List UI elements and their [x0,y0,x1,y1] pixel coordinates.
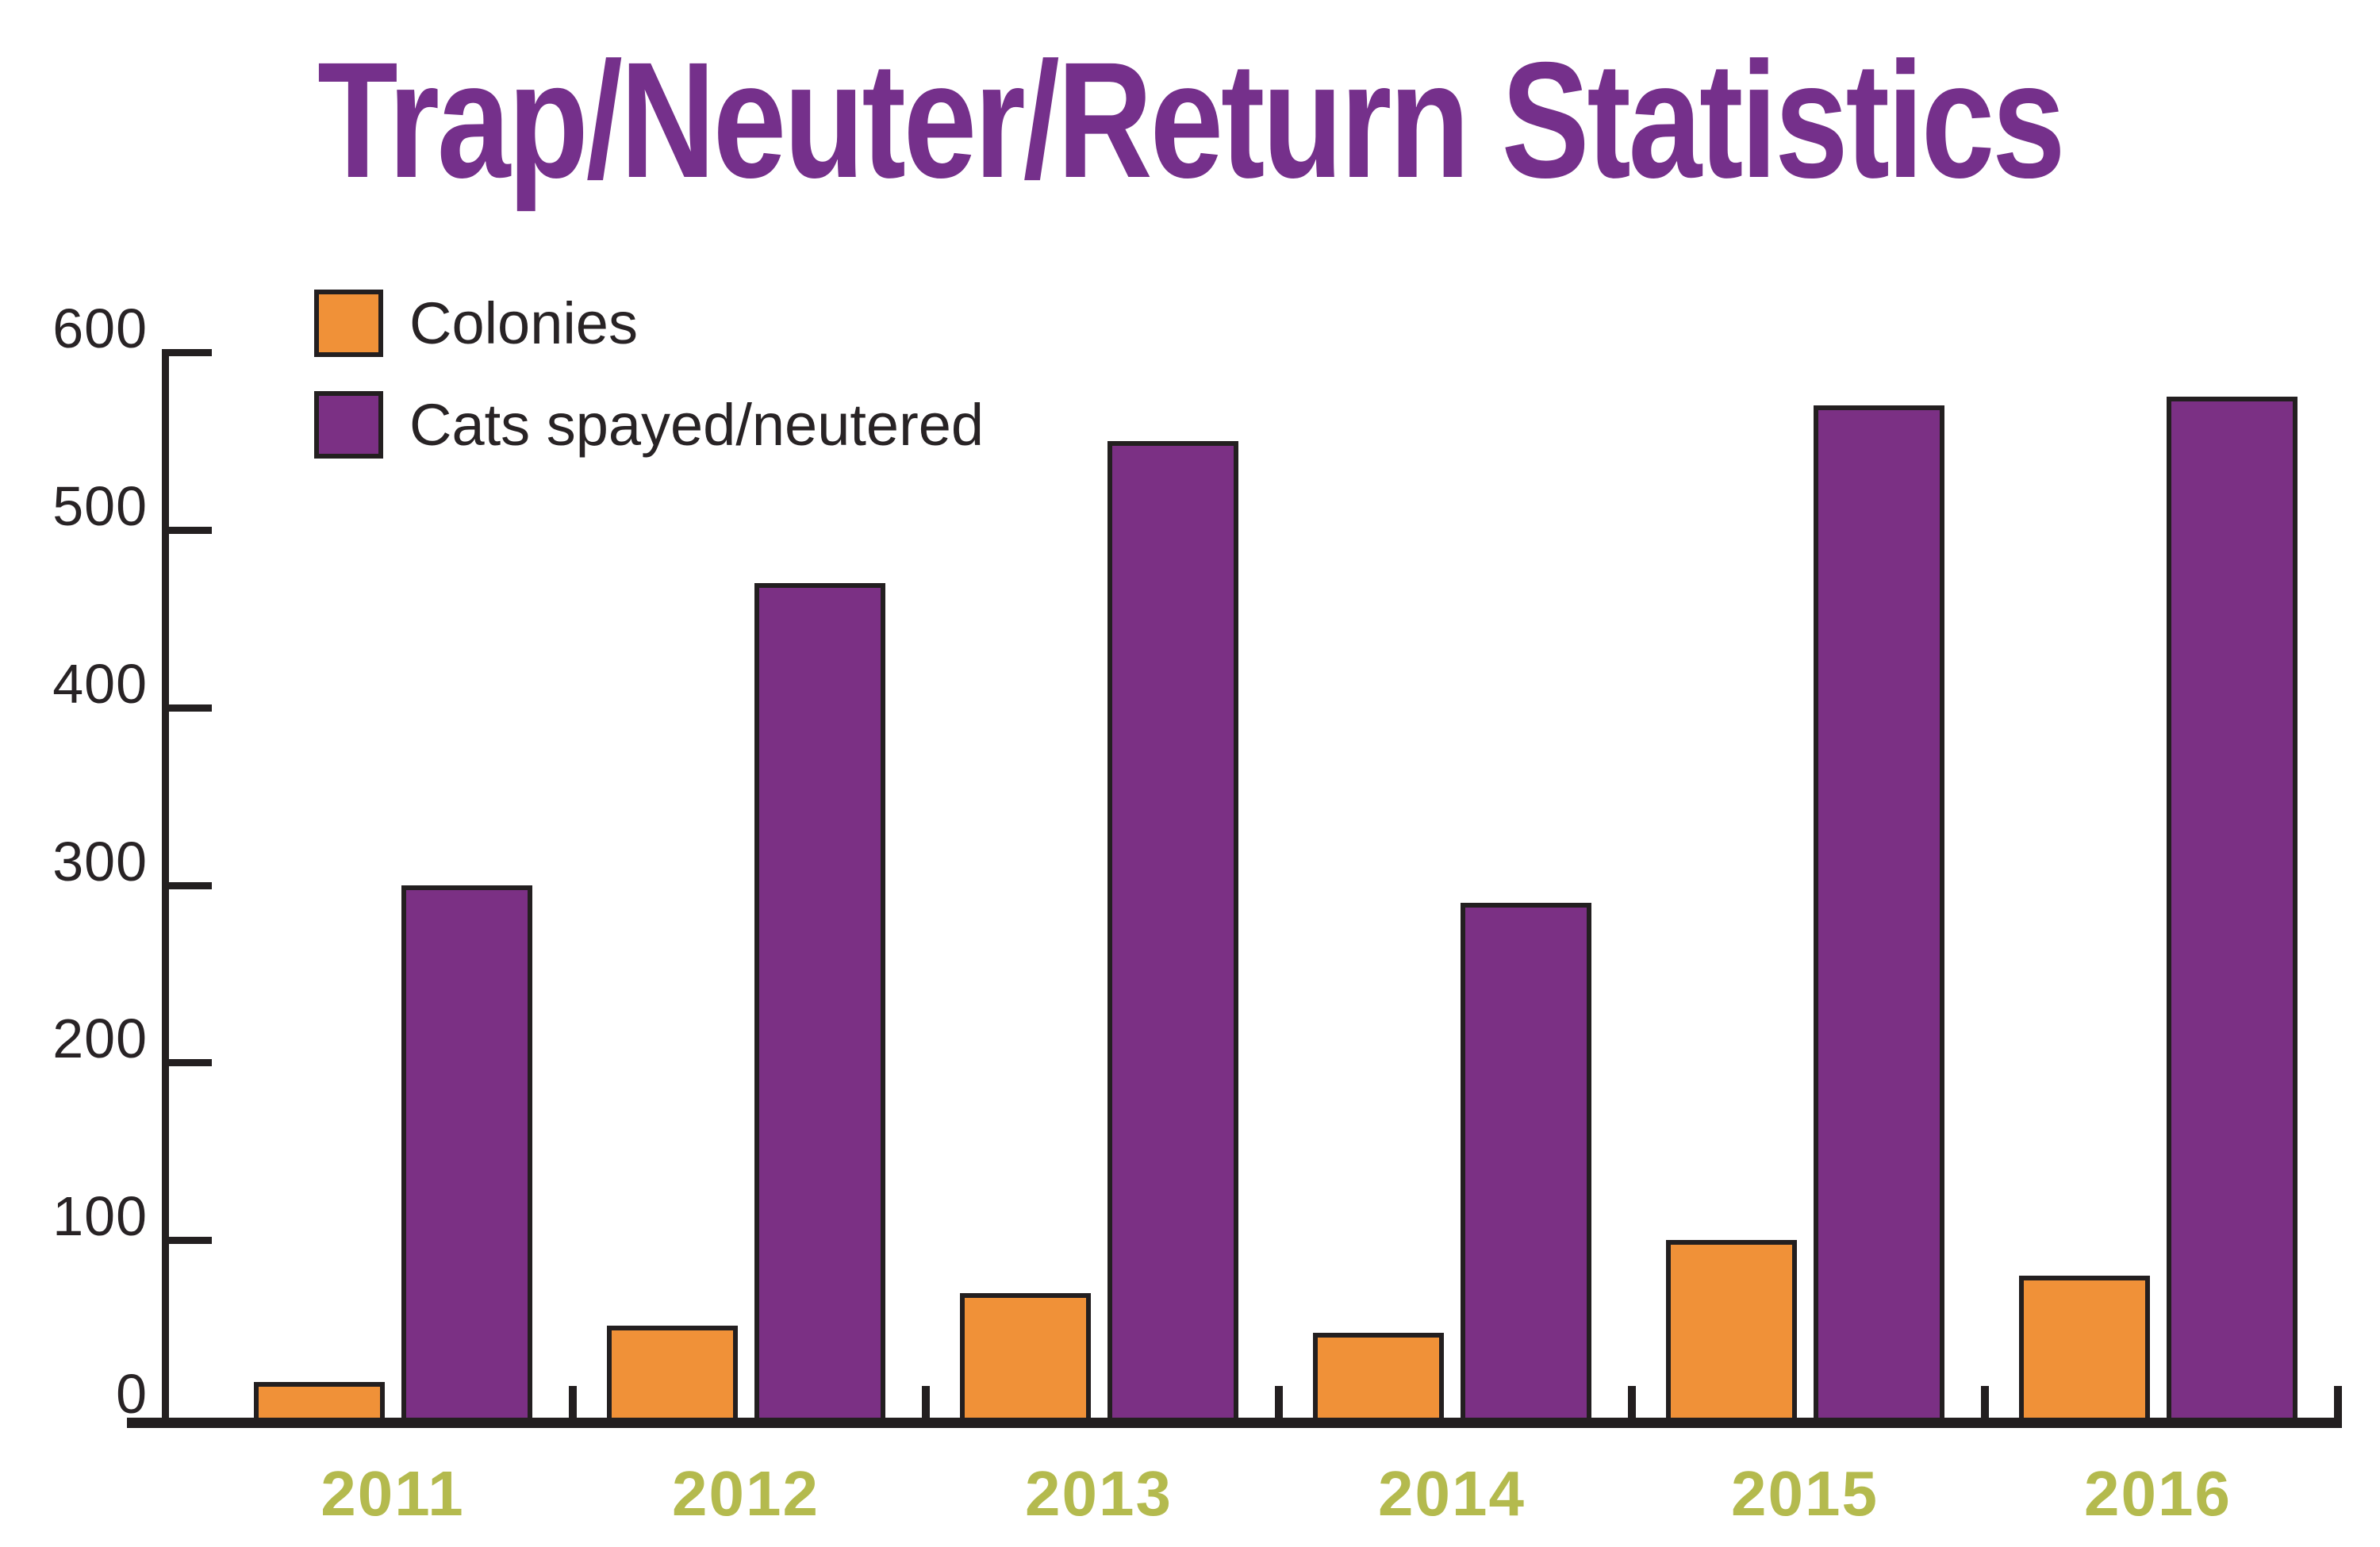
cats-legend-label: Cats spayed/neutered [409,392,985,458]
y-tick-100 [169,1237,212,1244]
y-tick-label-400: 400 [52,653,148,715]
x-tick-3 [1275,1386,1283,1418]
category-label-2013: 2013 [1025,1458,1173,1529]
category-label-2015: 2015 [1731,1458,1879,1529]
y-tick-label-0: 0 [116,1363,148,1425]
bar-cats-2014 [1461,903,1591,1424]
bar-colonies-2013 [960,1293,1091,1424]
y-tick-400 [169,704,212,712]
cats-legend-swatch [314,391,383,459]
y-tick-label-600: 600 [52,298,148,359]
y-tick-200 [169,1059,212,1066]
x-axis-line [127,1418,2342,1428]
colonies-legend-swatch [314,290,383,357]
bar-colonies-2012 [607,1326,738,1424]
category-label-2011: 2011 [321,1458,465,1529]
x-tick-2 [922,1386,930,1418]
chart-title-text: Trap/Neuter/Return Statistics [317,29,2066,213]
y-tick-label-200: 200 [52,1008,148,1069]
chart-title: Trap/Neuter/Return Statistics [0,30,2380,212]
bar-cats-2012 [754,583,885,1424]
x-tick-4 [1628,1386,1636,1418]
y-tick-300 [169,882,212,889]
bar-cats-2016 [2167,397,2297,1424]
bar-cats-2011 [401,885,532,1424]
y-tick-label-100: 100 [52,1185,148,1247]
x-tick-1 [569,1386,577,1418]
y-tick-600 [169,349,212,356]
category-label-2014: 2014 [1378,1458,1526,1529]
y-tick-500 [169,527,212,534]
category-label-2012: 2012 [672,1458,820,1529]
bar-colonies-2016 [2019,1276,2150,1424]
bar-colonies-2014 [1313,1333,1444,1424]
colonies-legend-label: Colonies [409,290,638,356]
y-axis-line [162,349,169,1425]
x-tick-end [2334,1386,2342,1418]
y-tick-label-500: 500 [52,475,148,537]
bar-cats-2013 [1107,441,1238,1424]
x-tick-5 [1981,1386,1989,1418]
category-label-2016: 2016 [2084,1458,2232,1529]
bar-cats-2015 [1814,405,1944,1424]
bar-colonies-2015 [1666,1240,1797,1424]
y-tick-label-300: 300 [52,831,148,892]
